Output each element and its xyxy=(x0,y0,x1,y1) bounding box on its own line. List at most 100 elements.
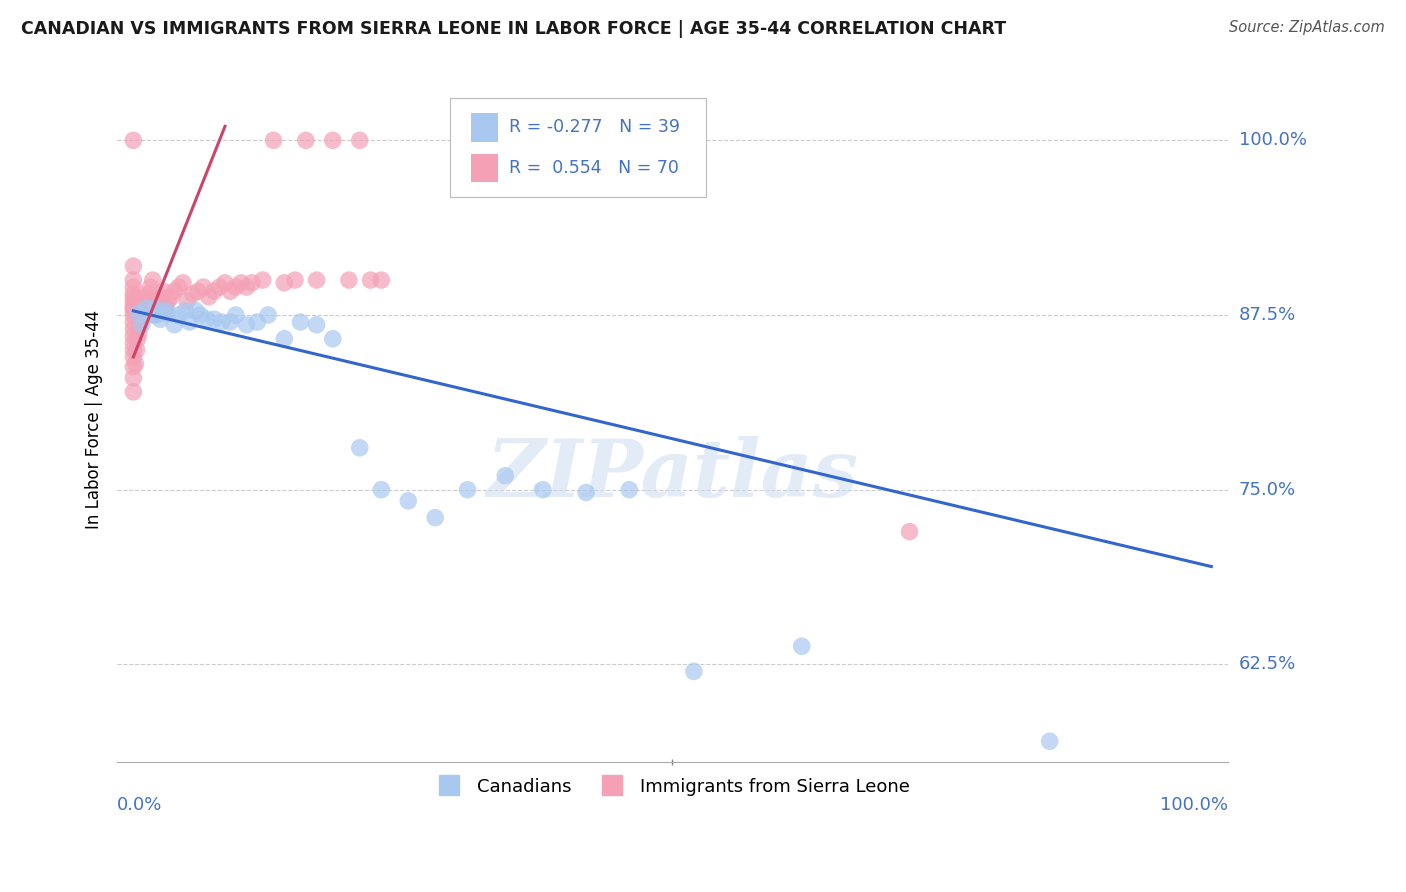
Point xyxy=(155,301,177,315)
Point xyxy=(370,483,392,497)
Point xyxy=(219,315,242,329)
Point xyxy=(337,273,360,287)
Point xyxy=(163,285,186,299)
Point xyxy=(122,371,145,385)
Point xyxy=(225,308,247,322)
Point xyxy=(683,665,706,679)
Point xyxy=(360,273,382,287)
Point xyxy=(142,273,165,287)
Point xyxy=(122,301,145,315)
Point xyxy=(322,133,344,147)
Point xyxy=(122,308,145,322)
Point xyxy=(128,326,150,341)
Point xyxy=(322,332,344,346)
Point xyxy=(122,315,145,329)
Point xyxy=(425,510,447,524)
Point xyxy=(135,301,157,315)
Point xyxy=(134,301,156,315)
Point xyxy=(494,468,516,483)
Point xyxy=(132,303,155,318)
Point xyxy=(174,303,197,318)
Point xyxy=(246,315,269,329)
Point xyxy=(143,301,166,315)
Point xyxy=(156,293,179,308)
Point xyxy=(208,280,231,294)
Point xyxy=(149,312,172,326)
Text: ZIPatlas: ZIPatlas xyxy=(486,436,859,514)
Legend: Canadians, Immigrants from Sierra Leone: Canadians, Immigrants from Sierra Leone xyxy=(426,767,918,805)
Point xyxy=(305,273,328,287)
Point xyxy=(146,308,169,322)
Point xyxy=(257,308,280,322)
Text: CANADIAN VS IMMIGRANTS FROM SIERRA LEONE IN LABOR FORCE | AGE 35-44 CORRELATION : CANADIAN VS IMMIGRANTS FROM SIERRA LEONE… xyxy=(21,20,1007,37)
Point xyxy=(156,307,179,321)
Point xyxy=(122,359,145,374)
Point xyxy=(211,315,233,329)
Point xyxy=(152,285,174,299)
Point xyxy=(138,287,160,301)
Point xyxy=(187,285,209,299)
FancyBboxPatch shape xyxy=(471,113,498,142)
Point xyxy=(128,307,150,321)
Point xyxy=(163,318,186,332)
Point xyxy=(148,293,170,308)
Point xyxy=(195,312,218,326)
Point xyxy=(155,303,177,318)
Point xyxy=(396,494,419,508)
Point xyxy=(252,273,274,287)
Point xyxy=(1039,734,1062,748)
Point xyxy=(125,343,148,357)
Point xyxy=(122,329,145,343)
Point xyxy=(122,259,145,273)
Text: R =  0.554   N = 70: R = 0.554 N = 70 xyxy=(509,159,679,177)
Point xyxy=(219,285,242,299)
Point xyxy=(176,293,198,308)
Text: R = -0.277   N = 39: R = -0.277 N = 39 xyxy=(509,119,681,136)
Point xyxy=(122,298,145,312)
Point xyxy=(179,315,201,329)
Point xyxy=(290,315,312,329)
Point xyxy=(457,483,479,497)
Text: Source: ZipAtlas.com: Source: ZipAtlas.com xyxy=(1229,20,1385,35)
Point xyxy=(198,290,221,304)
Point xyxy=(131,308,153,322)
Point xyxy=(790,639,813,653)
Text: 75.0%: 75.0% xyxy=(1239,481,1296,499)
Text: 100.0%: 100.0% xyxy=(1239,131,1306,149)
Point xyxy=(127,332,149,346)
Point xyxy=(134,293,156,308)
Point xyxy=(167,280,190,294)
Point xyxy=(202,312,225,326)
Point xyxy=(122,335,145,350)
Point xyxy=(172,276,194,290)
Point xyxy=(188,308,211,322)
Point xyxy=(305,318,328,332)
Point xyxy=(122,384,145,399)
Point xyxy=(349,133,371,147)
Point xyxy=(273,276,295,290)
Point xyxy=(122,322,145,336)
Point xyxy=(122,350,145,364)
Point xyxy=(184,303,207,318)
Point xyxy=(129,312,152,326)
Point xyxy=(619,483,641,497)
Point xyxy=(146,301,169,315)
Point xyxy=(202,285,225,299)
Point xyxy=(150,290,173,304)
Point xyxy=(122,133,145,147)
Point xyxy=(122,343,145,357)
Text: 0.0%: 0.0% xyxy=(117,797,163,814)
Point xyxy=(122,287,145,301)
Point xyxy=(122,280,145,294)
Point xyxy=(370,273,392,287)
Point xyxy=(122,303,145,318)
Point xyxy=(235,318,257,332)
Point xyxy=(122,290,145,304)
FancyBboxPatch shape xyxy=(450,98,706,197)
FancyBboxPatch shape xyxy=(471,153,498,182)
Point xyxy=(235,280,257,294)
Point xyxy=(128,318,150,332)
Point xyxy=(160,290,183,304)
Point xyxy=(181,287,204,301)
Point xyxy=(142,308,165,322)
